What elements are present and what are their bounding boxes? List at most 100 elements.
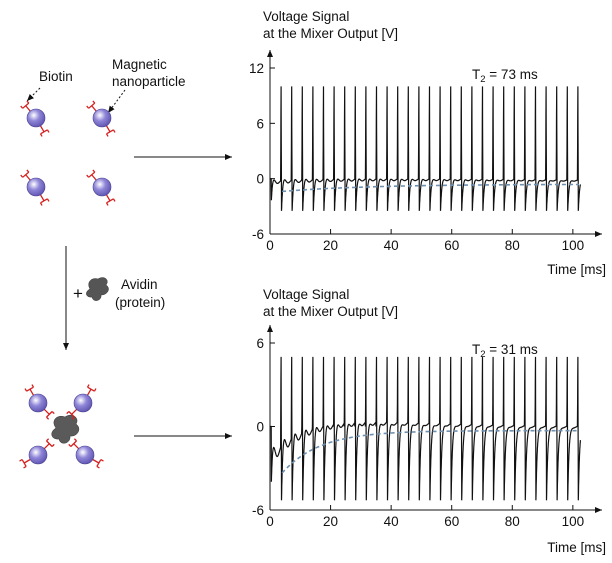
y-tick-label: -6 <box>252 503 264 518</box>
chart-2-t2-annotation: T2 = 31 ms <box>472 342 538 360</box>
unbound-particles <box>20 100 116 206</box>
chart-1-t2-value: = 73 ms <box>486 67 538 82</box>
biotin-branch <box>22 171 30 178</box>
nanoparticle-label-line2: nanoparticle <box>112 74 186 89</box>
decay-trend-line <box>282 183 579 193</box>
biotin-branch <box>46 440 53 447</box>
biotin-branch <box>106 198 114 204</box>
biotin-branch <box>106 129 114 135</box>
biotin-tip <box>100 458 104 462</box>
biotin-tip <box>51 443 55 447</box>
x-tick-label: 0 <box>266 238 274 253</box>
y-tick-label: -6 <box>252 227 264 242</box>
nanoparticle-sphere <box>28 393 48 413</box>
biotin-tip <box>39 202 43 206</box>
biotin-tip <box>20 174 24 178</box>
biotin-branch <box>88 102 96 109</box>
biotin-linker <box>105 193 111 202</box>
x-tick-label: 0 <box>266 514 274 529</box>
biotin-tip <box>46 198 50 202</box>
biotin-tip <box>24 388 28 392</box>
nanoparticle-sphere <box>75 445 95 465</box>
chart-1-t2-main: T <box>472 67 480 82</box>
biotin-tip <box>86 105 90 109</box>
y-tick-label: 12 <box>249 61 264 76</box>
x-tick-label: 60 <box>444 238 459 253</box>
avidin-icon <box>86 277 109 301</box>
biotin-linker <box>86 388 92 397</box>
biotin-tip <box>68 443 72 447</box>
biotin-branch <box>70 440 77 447</box>
biotin-tip <box>20 105 24 109</box>
bound-cluster <box>19 384 104 469</box>
chart-2-t2-sub: 2 <box>480 349 485 360</box>
biotin-tip <box>73 438 77 442</box>
biotin-tip <box>92 169 96 173</box>
chart-2-subtitle: at the Mixer Output [V] <box>263 304 398 319</box>
biotin-tip <box>46 129 50 133</box>
biotin-linker <box>25 174 32 182</box>
biotin-linker <box>73 443 80 450</box>
biotin-branch <box>46 411 53 418</box>
biotin-branch <box>96 459 102 467</box>
nanoparticle-sphere <box>26 108 46 128</box>
biotin-tip <box>26 169 30 173</box>
biotin-branch <box>26 386 34 392</box>
biotin-linker <box>39 193 45 202</box>
biotin-branch <box>87 386 95 392</box>
decay-trend-line <box>281 429 579 474</box>
chart-1-t2-annotation: T2 = 73 ms <box>472 67 538 85</box>
x-tick-label: 100 <box>562 238 585 253</box>
biotin-tip <box>112 129 116 133</box>
biotin-linker <box>23 458 32 464</box>
chart-1-title: Voltage Signal <box>263 9 349 24</box>
chart-2-t2-main: T <box>472 342 480 357</box>
biotin-linker <box>91 174 98 182</box>
chart-2-t2-value: = 31 ms <box>486 342 538 357</box>
nanoparticle-2 <box>86 100 116 137</box>
biotin-branch <box>68 411 75 418</box>
biotin-label: Biotin <box>39 69 73 84</box>
avidin-label-line1: Avidin <box>121 277 158 292</box>
biotin-linker <box>29 388 35 397</box>
x-tick-label: 100 <box>562 514 585 529</box>
biotin-linker <box>91 458 100 464</box>
nanoparticle-3 <box>20 169 50 206</box>
schematic: Biotin Magnetic nanoparticle + Avidin (p… <box>19 57 232 469</box>
x-tick-label: 80 <box>505 514 520 529</box>
biotin-tip <box>92 100 96 104</box>
biotin-linker <box>91 105 98 113</box>
biotin-branch <box>40 129 48 135</box>
nanoparticle-sphere <box>92 108 112 128</box>
biotin-tip <box>51 411 55 415</box>
biotin-tip <box>112 198 116 202</box>
y-tick-label: 0 <box>256 172 264 187</box>
y-tick-label: 6 <box>256 116 264 131</box>
biotin-pointer <box>26 87 41 102</box>
biotin-linker <box>71 408 78 415</box>
bound-nanoparticle-4 <box>68 438 104 469</box>
chart-2: Voltage Signal at the Mixer Output [V] T… <box>252 287 606 555</box>
biotin-branch <box>88 171 96 178</box>
chart-2-plot: 0 20 40 60 80 100-606 <box>252 325 602 529</box>
biotin-tip <box>71 416 75 420</box>
biotin-branch <box>21 459 27 467</box>
biotin-linker <box>105 124 111 133</box>
biotin-tip <box>26 100 30 104</box>
biotin-linker <box>43 443 50 450</box>
bound-nanoparticle-1 <box>24 384 55 420</box>
nanoparticle-1 <box>20 100 50 137</box>
biotin-tip <box>105 202 109 206</box>
chart-2-title: Voltage Signal <box>263 287 349 302</box>
nanoparticle-pointer <box>107 89 126 114</box>
biotin-linker <box>25 105 32 113</box>
x-tick-label: 60 <box>444 514 459 529</box>
biotin-tip <box>105 133 109 137</box>
biotin-linker <box>43 408 50 415</box>
biotin-tip <box>66 411 70 415</box>
biotin-tip <box>86 174 90 178</box>
nanoparticle-sphere <box>28 445 48 465</box>
